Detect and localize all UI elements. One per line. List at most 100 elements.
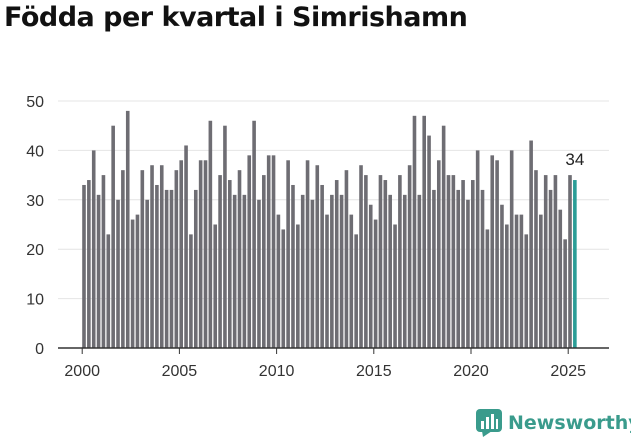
x-tick-label: 2000 — [64, 363, 100, 380]
bar — [354, 234, 358, 348]
bar — [252, 120, 256, 348]
bar — [436, 160, 441, 348]
bar — [393, 224, 397, 348]
bar — [509, 150, 514, 348]
bar — [320, 184, 324, 348]
bar — [514, 214, 519, 348]
bar — [223, 125, 227, 348]
bar — [101, 175, 106, 348]
bar — [281, 229, 286, 348]
bar — [257, 199, 261, 348]
bar — [446, 175, 451, 348]
bar — [480, 189, 485, 348]
y-tick-label: 0 — [35, 341, 44, 358]
bar — [174, 170, 179, 348]
bar — [543, 175, 548, 348]
bar — [159, 165, 164, 348]
bar — [456, 189, 461, 348]
x-axis-ticks: 2000 2005 2010 2015 2020 2025 — [64, 348, 586, 380]
bar — [286, 160, 290, 348]
bar — [228, 180, 232, 348]
bar — [82, 184, 86, 348]
bar — [378, 175, 383, 348]
chart-bars-icon — [476, 409, 502, 437]
bar — [524, 234, 529, 348]
bar — [135, 214, 140, 348]
bar — [422, 115, 426, 348]
bar — [475, 150, 480, 348]
bar — [359, 165, 363, 348]
bar — [500, 204, 504, 348]
bar — [398, 175, 402, 348]
bar — [461, 180, 465, 348]
y-tick-label: 40 — [26, 143, 44, 160]
chart-title: Födda per kvartal i Simrishamn — [4, 2, 468, 33]
bar — [184, 145, 188, 348]
y-tick-label: 20 — [26, 242, 44, 259]
bar — [266, 155, 271, 348]
bar — [349, 214, 354, 348]
bar — [140, 170, 145, 348]
bar — [193, 189, 198, 348]
bar — [169, 189, 174, 348]
bar — [310, 199, 315, 348]
bar — [334, 180, 339, 348]
bar — [402, 194, 407, 348]
bar — [344, 170, 349, 348]
bar — [563, 239, 567, 348]
bar — [573, 180, 577, 348]
y-tick-label: 50 — [26, 94, 44, 111]
bar — [368, 204, 373, 348]
bar — [96, 194, 101, 348]
bar — [485, 229, 490, 348]
bar — [519, 214, 524, 348]
bar — [505, 224, 509, 348]
bar — [553, 175, 558, 348]
bar — [271, 155, 276, 348]
newsworthy-logo[interactable]: Newsworthy — [476, 407, 631, 439]
bar — [208, 120, 213, 348]
bar — [106, 234, 111, 348]
bar — [155, 184, 159, 348]
bar — [330, 194, 334, 348]
bar — [164, 189, 169, 348]
bar — [412, 115, 417, 348]
bar — [407, 165, 412, 348]
x-tick-label: 2005 — [162, 363, 198, 380]
bar — [325, 214, 329, 348]
y-tick-label: 10 — [26, 292, 44, 309]
bars — [82, 110, 577, 348]
bar — [232, 194, 237, 348]
bar — [145, 199, 149, 348]
bar — [111, 125, 115, 348]
bar — [432, 189, 436, 348]
bar — [427, 135, 431, 348]
bar — [495, 160, 499, 348]
bar — [198, 160, 203, 348]
bar — [305, 160, 310, 348]
bar — [203, 160, 208, 348]
bar — [548, 189, 553, 348]
bar — [130, 219, 135, 348]
bar — [218, 175, 222, 348]
x-tick-label: 2015 — [356, 363, 392, 380]
bar — [150, 165, 154, 348]
bar — [383, 180, 388, 348]
bar — [388, 194, 392, 348]
x-tick-label: 2010 — [259, 363, 295, 380]
x-tick-label: 2025 — [550, 363, 586, 380]
last-value-label: 34 — [565, 150, 584, 169]
bar — [339, 194, 344, 348]
bar — [373, 219, 378, 348]
bar — [451, 175, 456, 348]
bar — [237, 170, 242, 348]
bar — [417, 194, 422, 348]
bar — [116, 199, 120, 348]
bar — [300, 194, 305, 348]
bar — [189, 234, 193, 348]
bar — [291, 184, 295, 348]
bar — [125, 110, 130, 348]
bar — [262, 175, 266, 348]
bar — [247, 155, 252, 348]
